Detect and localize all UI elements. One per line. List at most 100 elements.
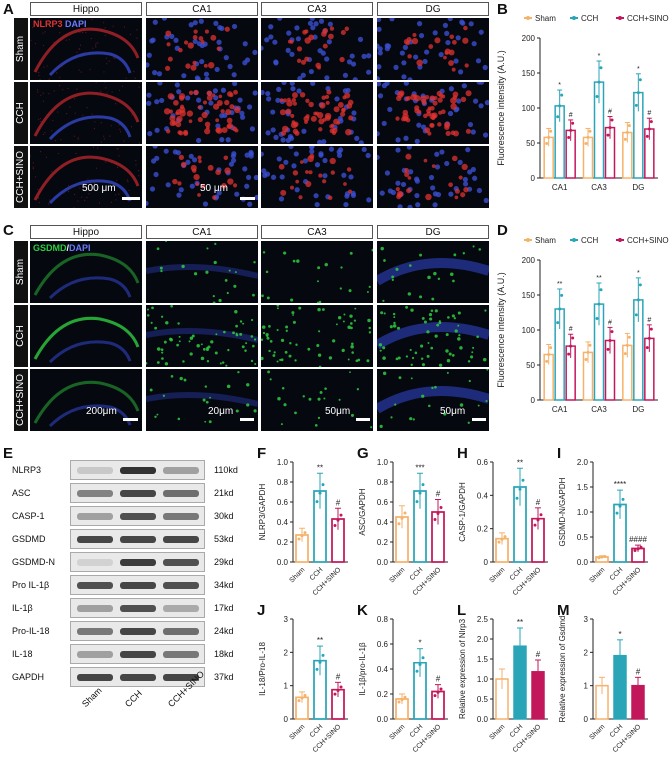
micrograph-image: [261, 305, 372, 367]
gsdmd-signal: [262, 331, 266, 335]
gsdmd-signal: [421, 316, 425, 320]
dapi-nucleus: [379, 190, 385, 196]
dapi-nucleus: [147, 131, 153, 137]
tissue-dot: [89, 68, 91, 71]
dapi-nucleus: [403, 82, 409, 86]
data-point: [339, 685, 343, 689]
wb-band: [120, 582, 156, 589]
nlrp3-signal: [165, 30, 172, 37]
y-axis-label: CASP-1/GAPDH: [458, 482, 467, 542]
dapi-nucleus: [402, 44, 408, 50]
tissue-dot: [138, 169, 140, 172]
dapi-nucleus: [472, 175, 478, 181]
micrograph-image: [146, 82, 258, 144]
significance-mark: *: [637, 270, 640, 277]
nlrp3-signal: [295, 179, 300, 184]
tissue-dot: [77, 138, 79, 140]
gsdmd-signal: [434, 309, 438, 313]
dapi-nucleus: [475, 58, 482, 64]
dapi-nucleus: [195, 76, 201, 80]
micrograph-tile: [146, 369, 258, 431]
gsdmd-signal: [410, 363, 413, 366]
gsdmd-signal: [405, 305, 408, 309]
micrograph-tile: [146, 146, 258, 208]
gsdmd-signal: [393, 316, 396, 319]
data-point: [625, 131, 629, 134]
wb-band: [163, 628, 199, 635]
dapi-nucleus: [314, 201, 320, 208]
gsdmd-signal: [188, 340, 191, 343]
tissue-dot: [78, 69, 80, 71]
y-tick-label: 2: [284, 648, 289, 657]
significance-mark: ***: [415, 463, 424, 472]
nlrp3-signal: [395, 187, 400, 192]
data-point: [400, 698, 404, 702]
dapi-nucleus: [348, 174, 354, 180]
gsdmd-signal: [317, 266, 321, 270]
tissue-dot: [67, 190, 70, 193]
gsdmd-signal: [146, 314, 150, 317]
nlrp3-signal: [193, 89, 199, 96]
dapi-nucleus: [324, 56, 330, 62]
tissue-dot: [32, 167, 34, 170]
y-tick-label: 50: [526, 139, 535, 148]
nlrp3-signal: [188, 90, 194, 95]
dapi-nucleus: [261, 45, 264, 51]
gsdmd-signal: [457, 324, 460, 327]
tissue-dot: [37, 197, 39, 199]
tissue-dot: [32, 26, 34, 29]
micrograph-image: [261, 248, 373, 303]
data-point: [333, 523, 337, 527]
gsdmd-signal: [379, 349, 382, 352]
legend-marker: [526, 16, 530, 20]
wb-band: [120, 536, 156, 543]
y-tick-label: 0.4: [377, 518, 389, 527]
dapi-nucleus: [313, 21, 319, 27]
gsdmd-signal: [323, 397, 326, 400]
gsdmd-signal: [398, 376, 402, 380]
dapi-nucleus: [265, 90, 271, 97]
nlrp3-signal: [224, 167, 231, 174]
nlrp3-signal: [233, 89, 238, 95]
nlrp3-signal: [283, 98, 288, 103]
micrograph-image: [30, 18, 140, 80]
scale-bar-c-2: [240, 418, 254, 421]
micrograph-image: [377, 305, 489, 367]
dapi-nucleus: [231, 151, 237, 157]
data-point: [649, 327, 653, 331]
nlrp3-signal: [428, 44, 434, 49]
nlrp3-signal: [206, 94, 213, 101]
gsdmd-signal: [149, 388, 153, 392]
micrograph-image: [33, 82, 141, 144]
data-point: [623, 352, 627, 356]
tissue-dot: [68, 185, 70, 187]
data-point: [533, 523, 537, 527]
tissue-dot: [53, 41, 55, 44]
dapi-nucleus: [445, 39, 451, 46]
y-tick-label: 0.8: [277, 478, 289, 487]
micrograph-tile: [30, 82, 142, 144]
micrograph-tile: [261, 146, 373, 208]
dapi-nucleus: [444, 30, 450, 36]
wb-band: [120, 559, 156, 566]
dapi-nucleus: [309, 18, 315, 21]
hippo-dg-layer: [48, 404, 132, 428]
gsdmd-signal: [485, 399, 488, 403]
nlrp3-signal: [316, 112, 324, 119]
data-point: [433, 518, 437, 521]
dapi-nucleus: [293, 151, 299, 157]
tissue-dot: [104, 82, 106, 83]
data-point: [571, 336, 575, 340]
nlrp3-signal: [451, 155, 458, 162]
gsdmd-signal: [283, 251, 287, 255]
gsdmd-signal: [227, 348, 230, 352]
micrograph-tile: [261, 82, 373, 144]
micrograph-tile: [261, 18, 373, 80]
tissue-dot: [54, 139, 57, 142]
tissue-dot: [60, 139, 62, 141]
dapi-nucleus: [189, 183, 195, 189]
tissue-dot: [40, 94, 42, 96]
nlrp3-signal: [437, 122, 442, 127]
dapi-nucleus: [188, 22, 194, 28]
nlrp3-signal: [308, 101, 314, 108]
